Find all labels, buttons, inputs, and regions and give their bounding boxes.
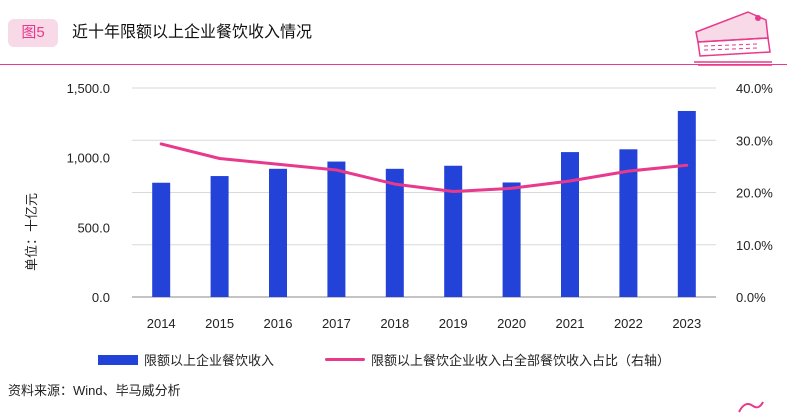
page-title: 近十年限额以上企业餐饮收入情况: [72, 24, 313, 41]
x-tick-label: 2017: [322, 316, 351, 331]
bar-2019: [444, 165, 463, 297]
legend-bar-swatch: [98, 354, 138, 365]
cake-decoration-icon: [694, 11, 772, 66]
legend-item-line: 限额以上餐饮企业收入占全部餐饮收入占比（右轴）: [325, 350, 670, 369]
right-tick-label: 10.0%: [736, 238, 773, 253]
x-axis-ticks: 2014 2015 2016 2017 2018 2019 2020 2021 2022 2023: [147, 316, 702, 331]
bar-2014: [152, 182, 171, 297]
bar-series: [152, 110, 696, 297]
x-tick-label: 2021: [556, 316, 585, 331]
chart: 0.0 500.0 1,000.0 1,500.0 0.0% 10.0% 20.0% 30.…: [24, 81, 773, 331]
legend-line-swatch: [325, 358, 365, 361]
legend: 限额以上企业餐饮收入 限额以上餐饮企业收入占全部餐饮收入占比（右轴）: [0, 350, 787, 370]
bar-2016: [269, 168, 287, 297]
right-tick-label: 40.0%: [736, 81, 773, 96]
bar-2018: [385, 168, 404, 297]
left-tick-label: 1,500.0: [67, 81, 110, 96]
bar-2020: [502, 182, 521, 297]
right-tick-label: 30.0%: [736, 133, 773, 148]
bar-2022: [619, 149, 638, 297]
right-tick-label: 20.0%: [736, 186, 773, 201]
right-tick-label: 0.0%: [736, 290, 766, 305]
x-tick-label: 2014: [147, 316, 176, 331]
legend-line-label: 限额以上餐饮企业收入占全部餐饮收入占比（右轴）: [371, 353, 671, 368]
legend-item-bars: 限额以上企业餐饮收入: [98, 350, 274, 369]
x-tick-label: 2020: [497, 316, 526, 331]
ratio-line-series: [159, 142, 689, 193]
swirl-decoration-icon: [738, 401, 764, 413]
x-tick-label: 2019: [439, 316, 468, 331]
left-tick-label: 500.0: [77, 220, 110, 235]
header-divider: [0, 64, 787, 65]
source-note: 资料来源：Wind、毕马威分析: [8, 383, 181, 398]
header: 图5 近十年限额以上企业餐饮收入情况: [0, 0, 787, 66]
bar-2021: [561, 152, 579, 297]
x-tick-label: 2022: [614, 316, 643, 331]
x-tick-label: 2023: [672, 316, 701, 331]
bar-2017: [327, 161, 346, 297]
bar-2015: [210, 176, 229, 297]
x-tick-label: 2015: [205, 316, 234, 331]
figure-label: 图5: [8, 19, 58, 47]
x-tick-label: 2018: [380, 316, 409, 331]
right-axis-ticks: 0.0% 10.0% 20.0% 30.0% 40.0%: [736, 81, 773, 305]
legend-bar-label: 限额以上企业餐饮收入: [144, 353, 275, 368]
gridlines: [132, 87, 716, 298]
left-axis-ticks: 0.0 500.0 1,000.0 1,500.0: [67, 81, 110, 305]
y-axis-label: 单位：十亿元: [24, 193, 39, 271]
left-tick-label: 1,000.0: [67, 151, 110, 166]
x-tick-label: 2016: [264, 316, 293, 331]
bar-2023: [677, 110, 696, 297]
left-tick-label: 0.0: [92, 290, 110, 305]
